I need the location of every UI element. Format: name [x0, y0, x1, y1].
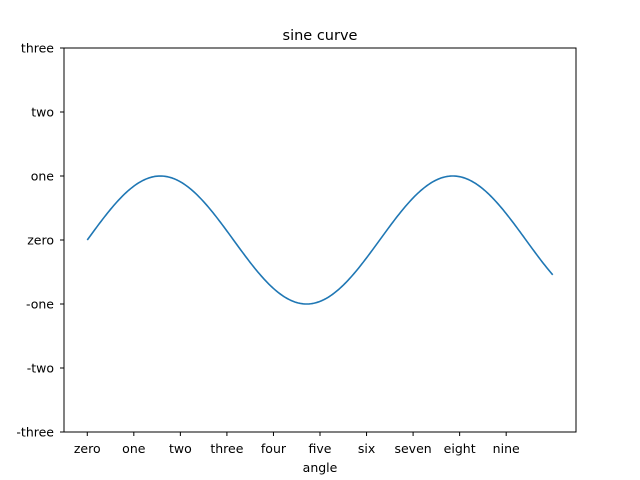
- x-tick-label-6: six: [358, 441, 375, 456]
- x-tick-label-0: zero: [74, 441, 101, 456]
- x-tick-label-5: five: [309, 441, 332, 456]
- x-tick-label-4: four: [261, 441, 287, 456]
- series-line-0: [86, 175, 554, 305]
- x-tick-label-9: nine: [493, 441, 520, 456]
- y-tick-label-3: zero: [27, 233, 54, 248]
- y-tick-label-6: three: [21, 41, 54, 56]
- y-tick-label-5: two: [31, 105, 54, 120]
- x-tick-label-8: eight: [444, 441, 476, 456]
- x-tick-label-2: two: [169, 441, 192, 456]
- x-tick-label-7: seven: [394, 441, 431, 456]
- x-tick-label-3: three: [210, 441, 243, 456]
- y-tick-label-1: -two: [27, 361, 54, 376]
- chart-title: sine curve: [283, 28, 358, 44]
- x-axis-label: angle: [303, 460, 338, 475]
- y-tick-label-0: -three: [16, 425, 54, 440]
- x-tick-label-1: one: [122, 441, 146, 456]
- plot-area: zero one two three four five six seven eight nine…: [16, 41, 577, 456]
- y-tick-label-4: one: [31, 169, 55, 184]
- y-tick-label-2: -one: [26, 297, 54, 312]
